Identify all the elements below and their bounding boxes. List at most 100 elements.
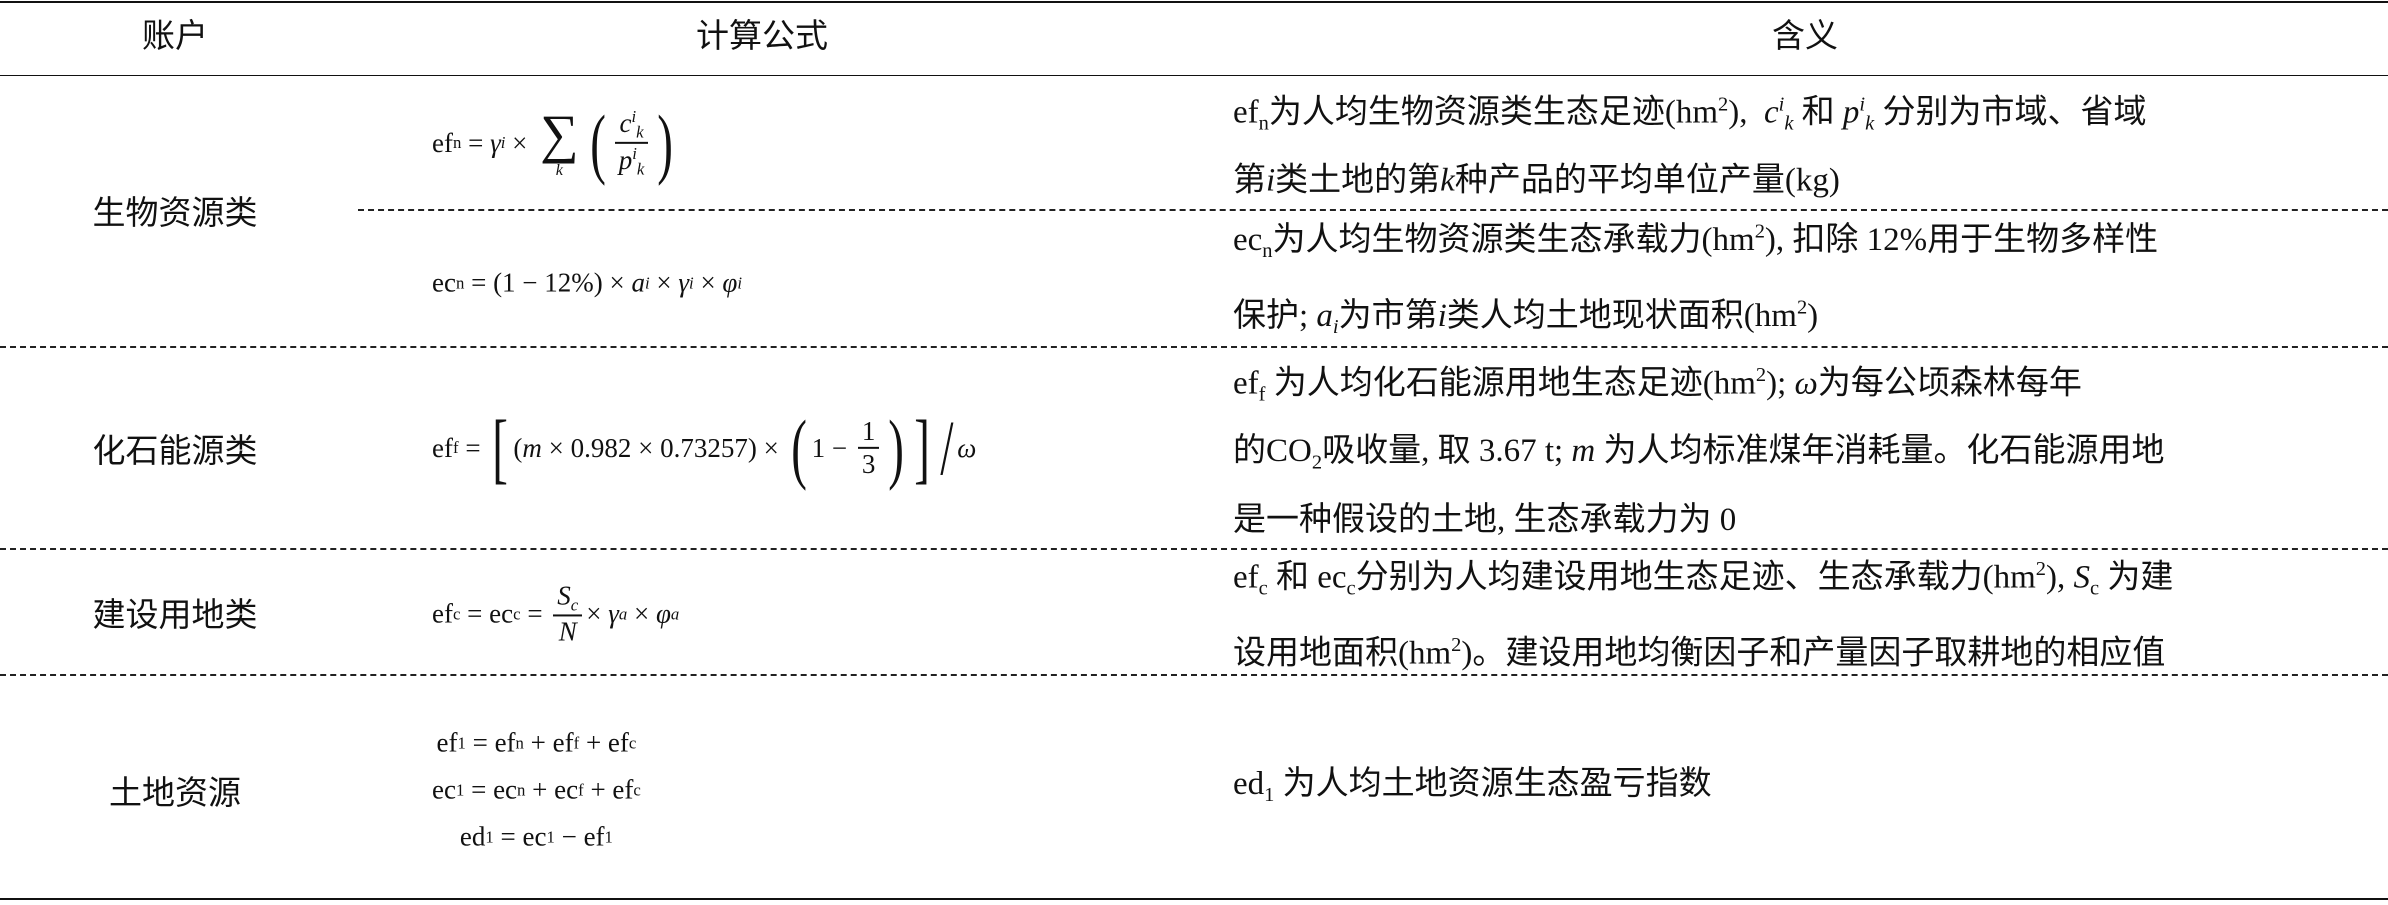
text-run: ef bbox=[1233, 365, 1259, 402]
text-run: i bbox=[1437, 298, 1447, 335]
bracket: ) bbox=[657, 98, 674, 186]
meaning-line: 保护; ai为市第i类人均土地现状面积(hm2) bbox=[1233, 280, 2333, 356]
subscript: a bbox=[618, 604, 628, 623]
meaning-line: 是一种假设的土地, 生态承载力为 0 bbox=[1233, 492, 2333, 549]
subscript: i bbox=[737, 273, 743, 292]
text-run: ed bbox=[1233, 765, 1265, 802]
meaning-line: eff 为人均化石能源用地生态足迹(hm2); ω为每公顷森林每年 bbox=[1233, 347, 2333, 423]
text-run: 为人均生物资源类生态承载力(hm bbox=[1272, 221, 1755, 258]
subscript: i bbox=[645, 273, 650, 292]
text-run: c bbox=[1764, 94, 1779, 131]
meaning-line: ed1 为人均土地资源生态盈亏指数 bbox=[1233, 756, 2333, 824]
superscript: 2 bbox=[1755, 364, 1767, 387]
subscript: 1 bbox=[604, 827, 613, 846]
subscript: 1 bbox=[455, 780, 465, 799]
text-run: ec bbox=[432, 267, 456, 298]
text-run: γ bbox=[490, 127, 501, 158]
text-run: ), bbox=[1728, 94, 1764, 131]
superscript: i bbox=[1778, 93, 1785, 116]
subscript: k bbox=[636, 159, 645, 179]
text-run: 保护; bbox=[1233, 298, 1317, 335]
superscript: 2 bbox=[2035, 558, 2046, 581]
text-run: 设用地面积(hm bbox=[1233, 635, 1452, 672]
subscript: i bbox=[500, 132, 506, 152]
bracket: / bbox=[939, 403, 953, 491]
subscript: c bbox=[628, 733, 637, 752]
meaning-line: 的CO2吸收量, 取 3.67 t; m 为人均标准煤年消耗量。化石能源用地 bbox=[1233, 424, 2333, 492]
formula: ef f = [(m × 0.982 × 0.73257) × (1 − 1 3)]… bbox=[432, 403, 976, 491]
subscript: f bbox=[573, 733, 580, 752]
text-run: φ bbox=[655, 598, 671, 629]
subscript: a bbox=[670, 604, 680, 623]
text-run: k bbox=[1440, 162, 1455, 199]
account-label: 化石能源类 bbox=[92, 434, 258, 470]
text-run: ), 扣除 12%用于生物多样性 bbox=[1764, 221, 2159, 258]
meaning-text: efc 和 ecc分别为人均建设用地生态足迹、生态承载力(hm2), Sc 为建… bbox=[1233, 541, 2333, 683]
superscript: 2 bbox=[1451, 634, 1462, 657]
account-label: 生物资源类 bbox=[92, 196, 258, 232]
text-run: × bbox=[505, 127, 535, 158]
text-run: × 0.982 × 0.73257) × bbox=[541, 432, 786, 463]
numerator: cik bbox=[615, 106, 648, 144]
meaning-line: 设用地面积(hm2)。建设用地均衡因子和产量因子取耕地的相应值 bbox=[1233, 618, 2333, 683]
row-divider bbox=[0, 346, 2388, 348]
superscript: i bbox=[1859, 93, 1866, 116]
bracket: ( bbox=[790, 403, 807, 491]
subscript: c bbox=[570, 595, 579, 615]
header-account: 账户 bbox=[142, 19, 208, 55]
text-run: 是一种假设的土地, 生态承载力为 0 bbox=[1233, 501, 1737, 538]
subscript: k bbox=[1784, 112, 1794, 135]
meaning-text: ecn为人均生物资源类生态承载力(hm2), 扣除 12%用于生物多样性 保护; … bbox=[1233, 204, 2333, 357]
superscript: i bbox=[631, 106, 637, 126]
meaning-line: efc 和 ecc分别为人均建设用地生态足迹、生态承载力(hm2), Sc 为建 bbox=[1233, 541, 2333, 617]
row-divider bbox=[358, 209, 2388, 211]
subscript: n bbox=[1258, 112, 1269, 135]
subscript: 1 bbox=[457, 733, 466, 752]
row-divider bbox=[0, 548, 2388, 550]
text-run: i bbox=[1266, 162, 1276, 199]
text-run: 第 bbox=[1233, 162, 1266, 199]
text-run: 的CO bbox=[1233, 433, 1312, 470]
text-run: 类土地的第 bbox=[1275, 162, 1441, 199]
text-run: ed bbox=[459, 821, 486, 852]
text-run: ec bbox=[1233, 221, 1263, 258]
text-run: ω bbox=[1794, 365, 1818, 402]
subscript: 1 bbox=[1264, 784, 1275, 807]
text-run: + ef bbox=[523, 727, 574, 758]
text-run: × bbox=[649, 267, 679, 298]
text-run: p bbox=[1842, 94, 1860, 131]
numerator: 1 bbox=[857, 416, 880, 449]
text-run: ) bbox=[1807, 298, 1819, 335]
subscript: f bbox=[452, 437, 459, 457]
text-run: 为人均生物资源类生态足迹(hm bbox=[1268, 94, 1719, 131]
text-run: γ bbox=[608, 598, 619, 629]
text-run: + ef bbox=[583, 774, 634, 805]
subscript: 1 bbox=[546, 827, 555, 846]
numerator: Sc bbox=[553, 580, 583, 617]
superscript: 2 bbox=[1796, 297, 1808, 319]
text-run: 为市第 bbox=[1338, 298, 1438, 335]
text-run: 为人均标准煤年消耗量。化石能源用地 bbox=[1595, 433, 2165, 470]
text-run: ef bbox=[432, 598, 453, 629]
text-run: × bbox=[693, 267, 723, 298]
denominator: N bbox=[555, 617, 581, 648]
table-top-border bbox=[0, 1, 2388, 3]
subscript: k bbox=[1865, 112, 1875, 135]
subscript: n bbox=[515, 733, 524, 752]
text-run: a bbox=[631, 267, 646, 298]
text-run: ); bbox=[1766, 365, 1795, 402]
subscript: c bbox=[2089, 577, 2100, 600]
text-run: = ec bbox=[493, 821, 547, 852]
text-run: + ec bbox=[525, 774, 579, 805]
text-run: = bbox=[461, 127, 491, 158]
superscript: 2 bbox=[1718, 93, 1729, 116]
text-run: 和 ec bbox=[1267, 559, 1347, 596]
text-run: 为每公顷森林每年 bbox=[1817, 365, 2082, 402]
subscript: f bbox=[578, 780, 584, 799]
text-run: )。建设用地均衡因子和产量因子取耕地的相应值 bbox=[1461, 635, 2166, 672]
text-run: a bbox=[1316, 298, 1333, 335]
text-run: + ef bbox=[579, 727, 629, 758]
bracket: ( bbox=[589, 98, 606, 186]
